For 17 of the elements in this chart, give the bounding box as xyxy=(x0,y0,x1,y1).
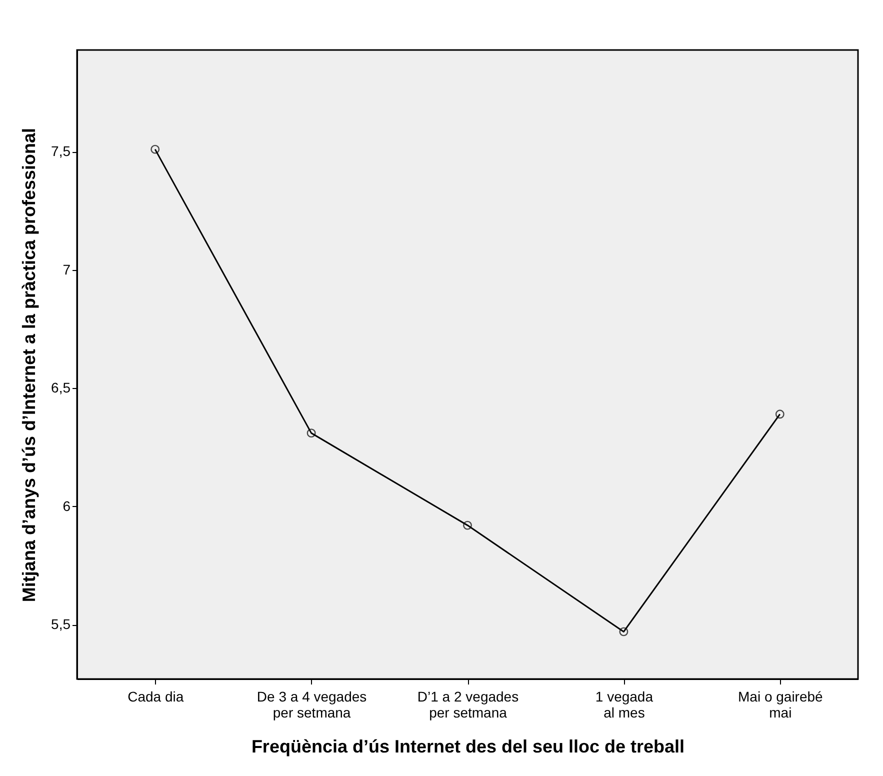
y-tick-label: 7 xyxy=(62,261,71,278)
x-tick-label: 1 vegada al mes xyxy=(595,688,654,720)
y-tick-label: 7,5 xyxy=(51,143,71,160)
y-tick-label: 6 xyxy=(62,498,71,514)
y-tick-label: 6,5 xyxy=(51,380,71,396)
x-tick-label: De 3 a 4 vegades per setmana xyxy=(256,688,367,720)
point xyxy=(463,520,472,530)
x-tick-label: D’1 a 2 vegades per setmana xyxy=(417,688,519,720)
y-tick-label: 5,5 xyxy=(51,616,71,632)
x-tick-label: Mai o gairebé mai xyxy=(738,688,824,720)
point xyxy=(306,428,316,438)
x-axis-title: Freqüència d’ús Internet des del seu lloc de treball xyxy=(251,736,685,756)
point xyxy=(619,627,628,636)
point xyxy=(150,144,160,154)
x-tick-label: Cada dia xyxy=(128,688,184,704)
point xyxy=(775,410,784,419)
y-axis-title: Mitjana d’anys d’ús d’Internet a la pràctica professional xyxy=(19,128,40,602)
